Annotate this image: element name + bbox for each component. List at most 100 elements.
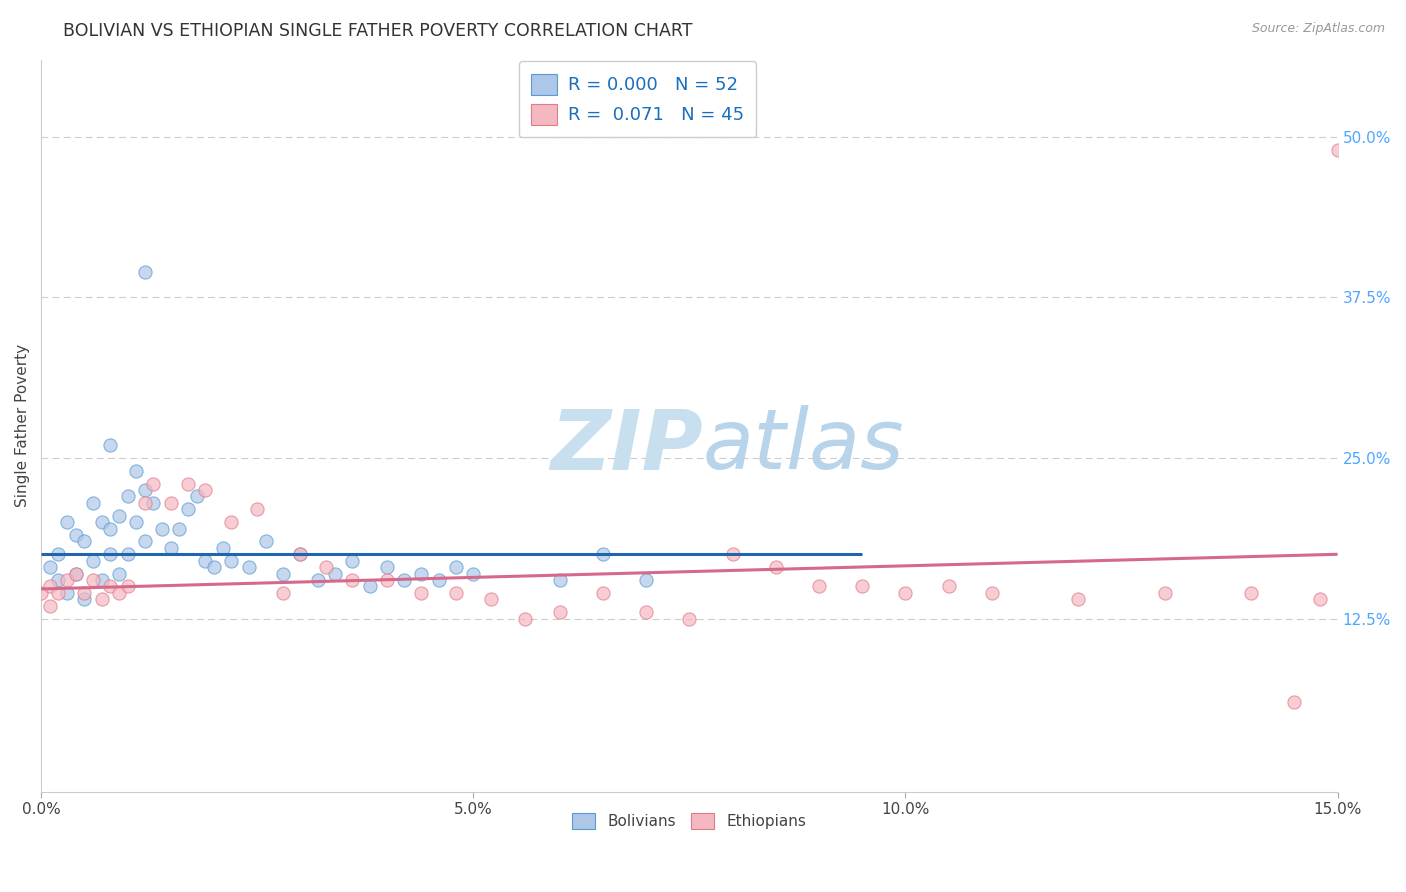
Point [98,522,121,536]
Point [219,554,242,568]
Point [117,490,139,504]
Point [359,579,381,593]
Point [290,547,312,561]
Point [169,522,191,536]
Point [1153,586,1175,600]
Point [125,464,148,478]
Point [411,566,433,581]
Point [290,547,312,561]
Point [479,592,502,607]
Point [307,573,329,587]
Text: atlas: atlas [703,406,904,486]
Point [177,502,200,516]
Point [411,586,433,600]
Point [202,560,225,574]
Point [194,483,217,497]
Point [142,496,165,510]
Point [342,573,364,587]
Point [125,515,148,529]
Point [194,554,217,568]
Point [238,560,260,574]
Point [219,515,242,529]
Point [134,534,156,549]
Point [142,476,165,491]
Point [134,483,156,497]
Point [134,264,156,278]
Point [90,592,112,607]
Point [90,515,112,529]
Text: ZIP: ZIP [550,406,703,486]
Point [765,560,787,574]
Point [254,534,277,549]
Point [30,586,52,600]
Point [108,586,131,600]
Point [65,566,87,581]
Point [548,573,571,587]
Point [56,586,79,600]
Point [73,592,96,607]
Point [1240,586,1263,600]
Point [56,573,79,587]
Point [108,508,131,523]
Point [427,573,450,587]
Point [82,554,104,568]
Point [150,522,173,536]
Point [271,586,294,600]
Legend: Bolivians, Ethiopians: Bolivians, Ethiopians [567,806,813,836]
Point [375,573,398,587]
Point [48,547,70,561]
Point [38,599,60,613]
Point [592,547,614,561]
Point [82,573,104,587]
Point [1284,695,1306,709]
Point [678,611,700,625]
Point [38,560,60,574]
Point [851,579,873,593]
Point [98,547,121,561]
Point [177,476,200,491]
Point [463,566,485,581]
Point [375,560,398,574]
Point [73,586,96,600]
Point [159,496,181,510]
Point [444,560,467,574]
Point [342,554,364,568]
Point [315,560,337,574]
Point [515,611,537,625]
Point [636,605,658,619]
Point [98,579,121,593]
Point [1326,143,1348,157]
Point [90,573,112,587]
Text: Source: ZipAtlas.com: Source: ZipAtlas.com [1251,22,1385,36]
Point [1309,592,1331,607]
Point [159,541,181,555]
Point [592,586,614,600]
Y-axis label: Single Father Poverty: Single Father Poverty [15,344,30,508]
Point [48,573,70,587]
Point [117,579,139,593]
Point [894,586,917,600]
Point [82,496,104,510]
Point [392,573,415,587]
Point [65,566,87,581]
Text: BOLIVIAN VS ETHIOPIAN SINGLE FATHER POVERTY CORRELATION CHART: BOLIVIAN VS ETHIOPIAN SINGLE FATHER POVE… [63,22,693,40]
Point [1067,592,1090,607]
Point [211,541,233,555]
Point [38,579,60,593]
Point [271,566,294,581]
Point [548,605,571,619]
Point [108,566,131,581]
Point [721,547,744,561]
Point [98,438,121,452]
Point [323,566,346,581]
Point [186,490,208,504]
Point [938,579,960,593]
Point [73,534,96,549]
Point [246,502,269,516]
Point [56,515,79,529]
Point [117,547,139,561]
Point [65,528,87,542]
Point [48,586,70,600]
Point [134,496,156,510]
Point [980,586,1002,600]
